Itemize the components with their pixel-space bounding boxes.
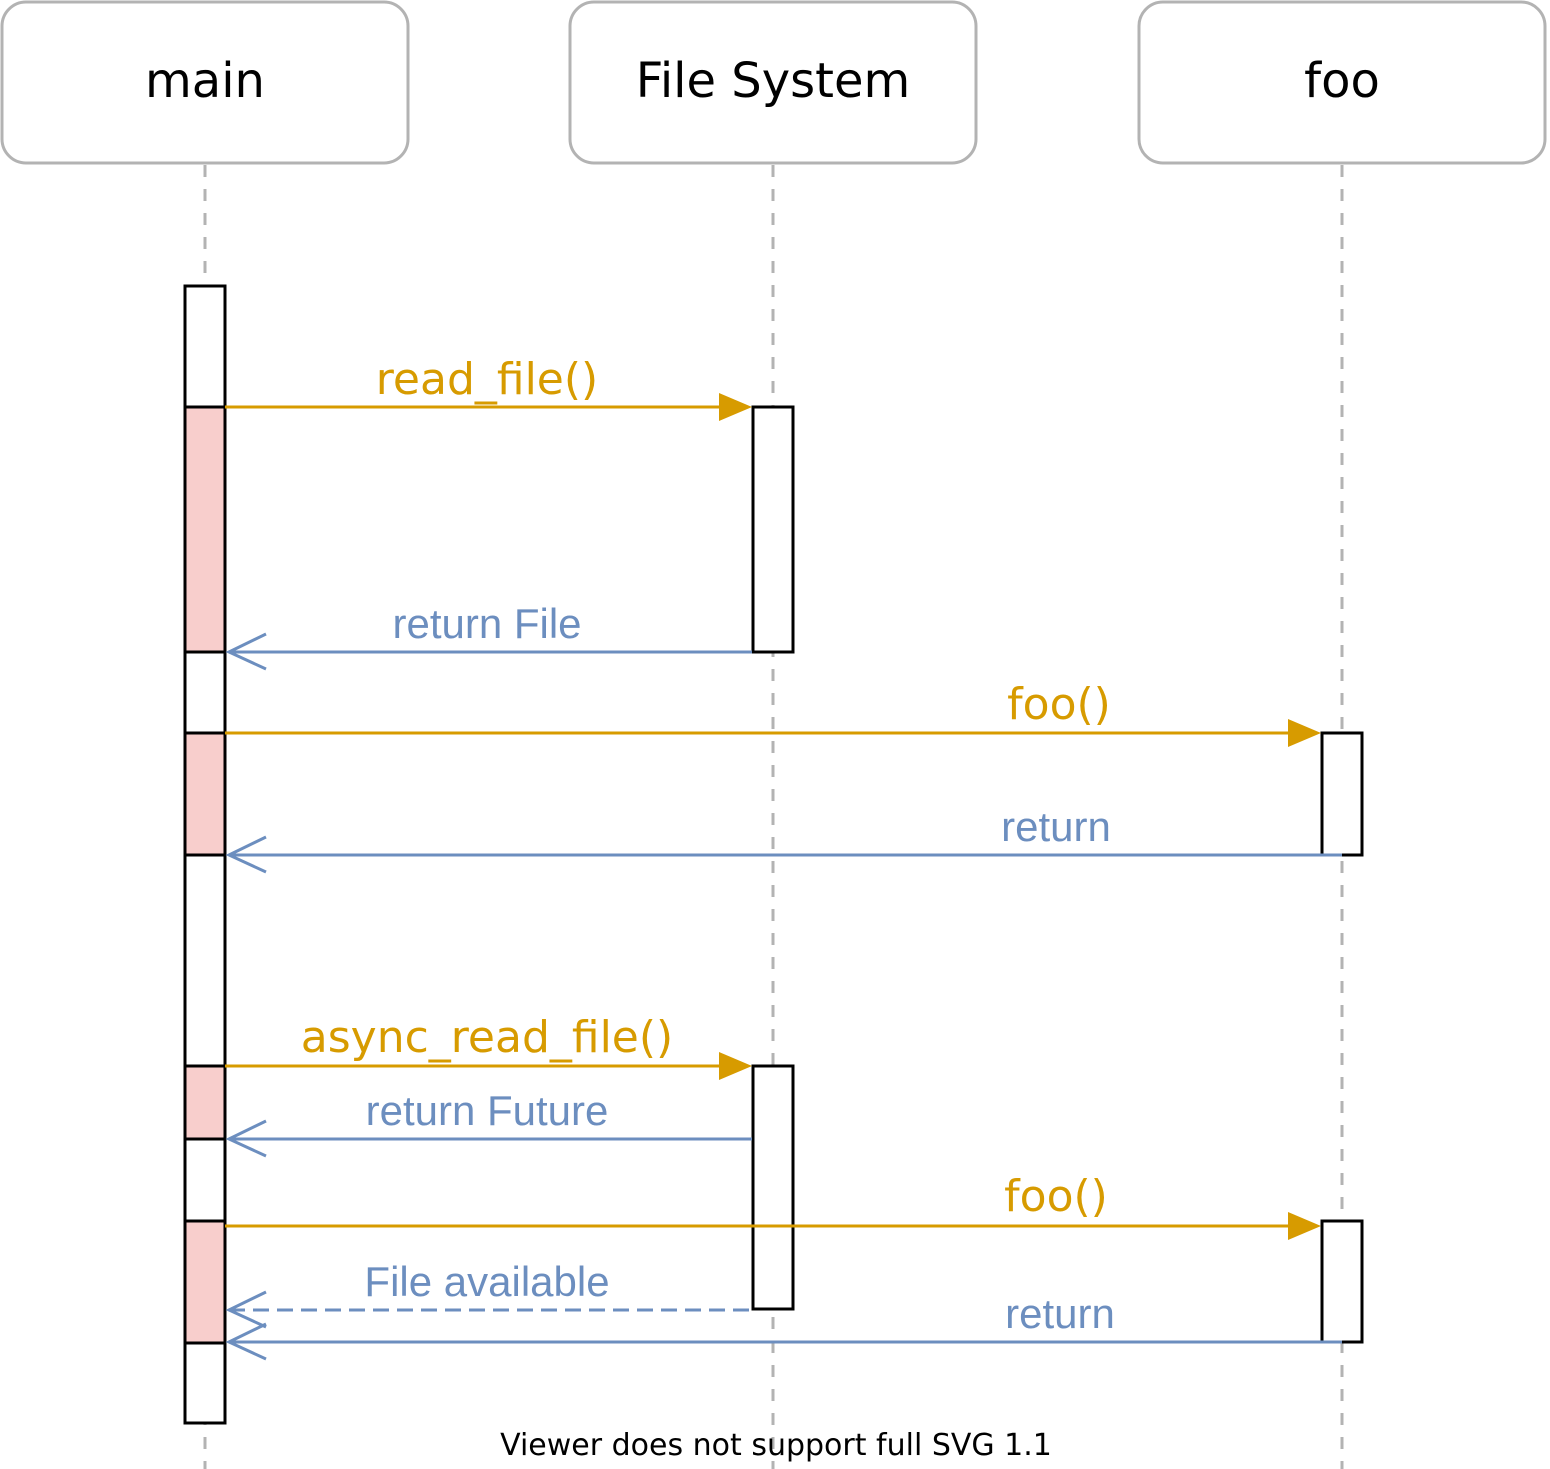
participant-foo-label: foo — [1304, 53, 1380, 109]
main-activation-running — [183, 1137, 227, 1223]
message-read-file-call: read_file() — [225, 354, 752, 421]
message-label: foo() — [1007, 679, 1111, 730]
message-file-available: File available — [225, 1258, 752, 1329]
message-label: return Future — [366, 1087, 609, 1134]
participant-main-label: main — [145, 53, 265, 109]
main-activation-running — [183, 650, 227, 735]
message-label: return — [1001, 803, 1111, 850]
file-system-activation — [751, 405, 795, 654]
participant-file-system: File System — [568, 0, 978, 165]
arrowhead-open-icon — [225, 1322, 267, 1361]
arrowhead-open-icon — [225, 835, 267, 874]
participant-main: main — [0, 0, 410, 165]
message-label: return File — [392, 600, 581, 647]
main-activation-running — [183, 853, 227, 1068]
main-activation-running — [183, 1341, 227, 1425]
message-foo-call: foo() — [225, 1171, 1321, 1240]
message-label: foo() — [1004, 1171, 1108, 1222]
main-activation-blocked — [183, 731, 227, 857]
main-activation-blocked — [183, 405, 227, 654]
participant-file-system-label: File System — [636, 53, 911, 109]
foo-activation — [1320, 731, 1364, 857]
message-label: return — [1005, 1290, 1115, 1337]
main-activation-blocked — [183, 1219, 227, 1345]
main-activation-running — [183, 284, 227, 409]
message-label: async_read_file() — [301, 1012, 673, 1063]
arrowhead-open-icon — [225, 1290, 267, 1329]
arrowhead-open-icon — [225, 632, 267, 671]
message-foo-call: foo() — [225, 679, 1321, 747]
message-return-file: return File — [225, 600, 752, 671]
footer-notice: Viewer does not support full SVG 1.1 — [500, 1428, 1052, 1463]
message-return-future: return Future — [225, 1087, 752, 1158]
arrowhead-open-icon — [225, 1119, 267, 1158]
message-foo-return: return — [225, 803, 1342, 874]
file-system-activation — [751, 1064, 795, 1311]
arrowhead-filled-icon — [1288, 1212, 1321, 1240]
foo-activation — [1320, 1219, 1364, 1344]
message-async-read-file-call: async_read_file() — [225, 1012, 752, 1080]
message-label: read_file() — [376, 354, 598, 405]
message-label: File available — [364, 1258, 609, 1305]
main-activation-blocked — [183, 1064, 227, 1141]
main-activation — [183, 284, 227, 1425]
message-foo-return: return — [225, 1290, 1342, 1361]
arrowhead-filled-icon — [1288, 719, 1321, 747]
arrowhead-filled-icon — [719, 393, 752, 421]
arrowhead-filled-icon — [719, 1052, 752, 1080]
participant-foo: foo — [1137, 0, 1547, 165]
